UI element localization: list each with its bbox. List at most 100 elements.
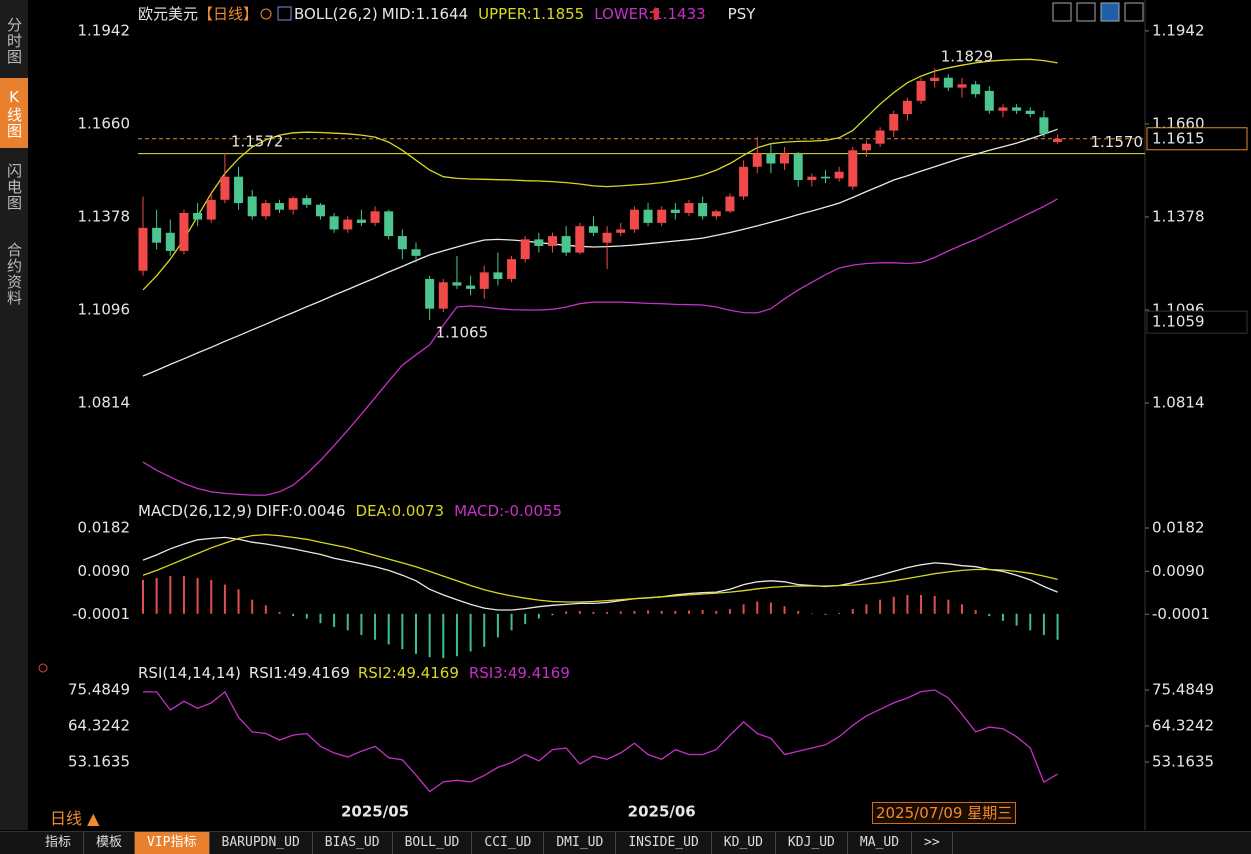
- candle-body: [725, 196, 735, 212]
- candle-body: [206, 199, 216, 220]
- candle-body: [739, 166, 749, 197]
- extreme-label: 1.1065: [436, 324, 489, 342]
- icon: [260, 8, 272, 20]
- instrument-name: 欧元美元: [138, 5, 198, 23]
- toolbar-tab[interactable]: >>: [912, 832, 953, 854]
- candle-body: [752, 153, 762, 167]
- view-button[interactable]: [1052, 2, 1072, 22]
- price-label: 1.1615: [1152, 129, 1205, 147]
- candle-body: [711, 211, 721, 217]
- y-tick-label: 75.4849: [1152, 681, 1214, 699]
- settings-icon[interactable]: [38, 663, 48, 673]
- candle-body: [575, 226, 585, 253]
- toolbar-tab[interactable]: CCI_UD: [472, 832, 545, 854]
- y-tick-label: 0.0090: [78, 562, 131, 580]
- price-box: [1146, 127, 1248, 151]
- candle-body: [397, 236, 407, 250]
- toolbar-tab[interactable]: VIP指标: [135, 832, 210, 854]
- sidebar-tab[interactable]: K线图: [0, 78, 28, 148]
- candle-body: [971, 84, 981, 95]
- toolbar-tab[interactable]: BARUPDN_UD: [210, 832, 313, 854]
- y-tick-label: 1.0814: [1152, 394, 1205, 412]
- candle-body: [684, 203, 694, 213]
- candle-body: [234, 176, 244, 204]
- candle-body: [275, 203, 284, 210]
- candle-body: [998, 107, 1008, 111]
- period: 【日线】: [198, 5, 258, 23]
- candle-body: [1053, 138, 1063, 143]
- icon: [650, 7, 661, 20]
- candle-body: [302, 198, 312, 205]
- candle-body: [588, 226, 598, 233]
- period-label[interactable]: 日线 ▲: [50, 809, 100, 828]
- candle-body: [479, 272, 489, 289]
- price-box: [1146, 310, 1248, 334]
- candle-body: [466, 285, 476, 289]
- cursor-date: 2025/07/09 星期三: [872, 802, 1017, 824]
- candle-body: [261, 203, 271, 217]
- y-tick-label: 0.0182: [78, 519, 131, 537]
- view-button[interactable]: [1124, 2, 1144, 22]
- view-button[interactable]: [1076, 2, 1096, 22]
- candle-body: [629, 209, 639, 230]
- y-tick-label: 1.1096: [78, 300, 131, 318]
- candle-body: [138, 227, 148, 271]
- toolbar-tab[interactable]: 模板: [84, 832, 136, 854]
- y-tick-label: 0.0090: [1152, 562, 1205, 580]
- toolbar-tab[interactable]: INSIDE_UD: [616, 832, 712, 854]
- candle-body: [165, 232, 175, 251]
- candle-body: [220, 176, 230, 200]
- candle-body: [343, 219, 353, 230]
- y-tick-label: 1.0814: [78, 394, 131, 412]
- candle-body: [602, 232, 612, 243]
- toolbar-tab[interactable]: 指标: [33, 832, 85, 854]
- candle-body: [616, 229, 626, 233]
- price-label: 1.1570: [1091, 133, 1144, 151]
- candle-body: [766, 153, 776, 164]
- legend-entry: RSI3:49.4169: [469, 664, 570, 682]
- candle-body: [657, 209, 667, 223]
- candle-body: [902, 100, 912, 115]
- candle-body: [356, 219, 366, 223]
- candle-body: [520, 239, 530, 260]
- toolbar-tab[interactable]: MA_UD: [848, 832, 913, 854]
- candle-body: [834, 171, 844, 179]
- legend-entry: UPPER:1.1855: [478, 5, 584, 23]
- toolbar: 指标 模板 VIP指标 BARUPDN_UD BIAS_UD BOLL_UD CCI_UD D…: [0, 831, 1251, 854]
- legend-entry: DIFF:0.0046: [256, 502, 346, 520]
- candle-body: [493, 272, 503, 279]
- toolbar-tab[interactable]: BIAS_UD: [313, 832, 393, 854]
- indicator-name: BOLL(26,2): [294, 5, 378, 23]
- candle-body: [793, 153, 803, 180]
- candle-body: [507, 259, 517, 279]
- sidebar: 分时图 K线图闪电图合约资料: [0, 0, 28, 830]
- y-tick-label: -0.0001: [72, 605, 130, 623]
- toolbar-tab[interactable]: KDJ_UD: [776, 832, 848, 854]
- icon: [277, 6, 292, 21]
- toolbar-tab[interactable]: KD_UD: [712, 832, 776, 854]
- sidebar-tab[interactable]: 分时图: [5, 17, 23, 65]
- sidebar-tab[interactable]: 合约资料: [5, 242, 23, 306]
- candle-body: [329, 216, 339, 230]
- candle-body: [315, 204, 325, 217]
- y-tick-label: 75.4849: [68, 681, 130, 699]
- y-tick-label: 1.1942: [78, 21, 131, 39]
- toolbar-tab[interactable]: BOLL_UD: [393, 832, 473, 854]
- sidebar-tab[interactable]: 闪电图: [5, 163, 23, 211]
- view-button[interactable]: [1100, 2, 1120, 22]
- toolbar-tab[interactable]: DMI_UD: [544, 832, 617, 854]
- candle-body: [930, 77, 940, 82]
- indicator-name: PSY: [728, 5, 757, 23]
- candle-body: [1039, 117, 1049, 134]
- y-tick-label: 1.1378: [1152, 207, 1205, 225]
- candle-body: [425, 278, 435, 309]
- y-tick-label: 1.1660: [78, 114, 131, 132]
- indicator-name: RSI(14,14,14): [138, 664, 241, 682]
- legend-entry: MID:1.1644: [382, 5, 468, 23]
- legend-entry: MACD:-0.0055: [454, 502, 562, 520]
- candle-body: [288, 198, 298, 210]
- candle-body: [1025, 110, 1035, 115]
- legend-entry: DEA:0.0073: [356, 502, 445, 520]
